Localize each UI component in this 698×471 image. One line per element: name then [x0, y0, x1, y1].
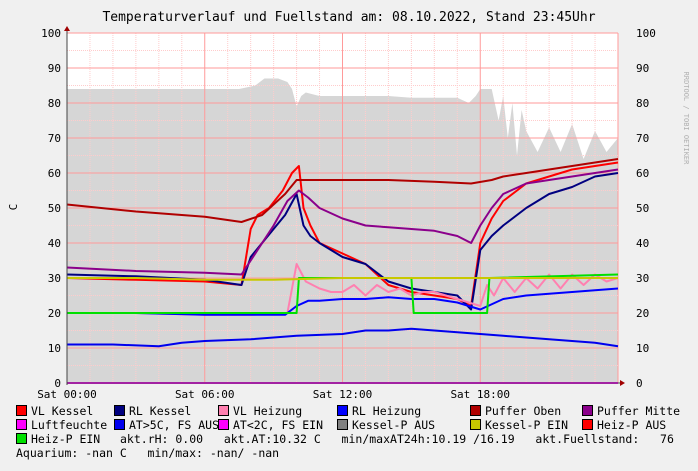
y-tick-label-left: 10 — [48, 342, 61, 355]
legend-swatch — [582, 419, 593, 430]
legend-label: Kessel-P EIN — [485, 418, 569, 432]
plot-area: 0 0 10 10 20 20 30 30 40 40 50 50 60 60 70 70 80 80 90 90 10… — [37, 26, 656, 401]
y-tick-label-left: 30 — [48, 272, 61, 285]
legend-item: Puffer Oben — [470, 404, 561, 418]
y-axis-arrow — [64, 26, 70, 31]
y-tick-label-right: 40 — [636, 237, 649, 250]
legend-swatch — [337, 419, 348, 430]
legend-swatch — [337, 405, 348, 416]
series-line-kessel-p-ein — [67, 277, 618, 281]
legend-swatch — [16, 419, 27, 430]
y-tick-label-left: 0 — [54, 377, 61, 390]
legend-item: VL Heizung — [218, 404, 302, 418]
y-axis-label: C — [7, 204, 20, 211]
legend-item: Puffer Mitte — [582, 404, 680, 418]
chart-title: Temperaturverlauf und Fuellstand am: 08.… — [102, 10, 595, 25]
y-tick-label-left: 100 — [41, 27, 61, 40]
legend-label: Puffer Mitte — [597, 404, 681, 418]
y-tick-label-right: 50 — [636, 202, 649, 215]
legend-swatch — [114, 419, 125, 430]
y-tick-label-left: 60 — [48, 167, 61, 180]
legend-item: Kessel-P AUS — [337, 418, 435, 432]
y-tick-label-left: 20 — [48, 307, 61, 320]
series-line-rl-kessel — [66, 172, 619, 311]
legend-label: Kessel-P AUS — [352, 418, 436, 432]
legend-item-heiz-p-ein: Heiz-P EIN — [16, 432, 100, 446]
legend-label: RL Heizung — [352, 404, 422, 418]
series-line-puffer-oben — [66, 158, 619, 223]
x-tick-label: Sat 12:00 — [313, 388, 373, 401]
legend-label: VL Kessel — [31, 404, 94, 418]
y-tick-label-left: 80 — [48, 97, 61, 110]
y-tick-label-left: 40 — [48, 237, 61, 250]
y-tick-label-left: 90 — [48, 62, 61, 75]
info-line-aquarium: Aquarium: -nan C min/max: -nan/ -nan — [16, 446, 280, 460]
y-tick-label-right: 70 — [636, 132, 649, 145]
legend-swatch — [470, 419, 481, 430]
legend-swatch — [218, 419, 229, 430]
legend-item: VL Kessel — [16, 404, 93, 418]
legend-item: RL Heizung — [337, 404, 421, 418]
y-tick-label-left: 70 — [48, 132, 61, 145]
legend-swatch — [16, 405, 27, 416]
y-tick-label-right: 0 — [636, 377, 643, 390]
watermark: RRDTOOL / TOBI OETIKER — [682, 72, 690, 166]
y-tick-label-right: 80 — [636, 97, 649, 110]
x-tick-label: Sat 18:00 — [450, 388, 510, 401]
y-tick-label-right: 60 — [636, 167, 649, 180]
legend-item: AT>5C, FS AUS — [114, 418, 219, 432]
x-tick-label: Sat 00:00 — [37, 388, 97, 401]
legend-item: AT<2C, FS EIN — [218, 418, 323, 432]
series-line-puffer-mitte — [66, 168, 619, 276]
legend-label: Heiz-P EIN — [31, 432, 101, 446]
y-tick-label-right: 20 — [636, 307, 649, 320]
series-line-vl-heizung — [67, 263, 619, 316]
legend-label: Luftfeuchte — [31, 418, 108, 432]
legend-item: Kessel-P EIN — [470, 418, 568, 432]
legend-label: VL Heizung — [233, 404, 303, 418]
y-tick-label-right: 30 — [636, 272, 649, 285]
legend-label: Heiz-P AUS — [597, 418, 667, 432]
series-line-rl-heizung — [67, 287, 619, 316]
legend-label: AT>5C, FS AUS — [129, 418, 220, 432]
info-line-current-values: akt.rH: 0.00 akt.AT:10.32 C min/maxAT24h… — [120, 432, 674, 446]
legend-label: AT<2C, FS EIN — [233, 418, 324, 432]
legend-swatch — [114, 405, 125, 416]
x-axis-arrow — [620, 380, 625, 386]
y-tick-label-left: 50 — [48, 202, 61, 215]
legend-item: RL Kessel — [114, 404, 191, 418]
legend: VL Kessel RL Kessel VL Heizung RL Heizung Pu… — [0, 403, 698, 471]
legend-swatch — [582, 405, 593, 416]
legend-item: Heiz-P AUS — [582, 418, 666, 432]
series-line-vl-kessel — [66, 161, 619, 307]
x-tick-label: Sat 06:00 — [175, 388, 235, 401]
legend-swatch — [218, 405, 229, 416]
y-tick-label-right: 10 — [636, 342, 649, 355]
legend-label: Puffer Oben — [485, 404, 562, 418]
legend-label: RL Kessel — [129, 404, 192, 418]
y-tick-label-right: 90 — [636, 62, 649, 75]
legend-swatch — [16, 433, 27, 444]
legend-item: Luftfeuchte — [16, 418, 107, 432]
legend-swatch — [470, 405, 481, 416]
series-line-at-5c-fs-aus — [67, 327, 619, 348]
y-tick-label-right: 100 — [636, 27, 656, 40]
